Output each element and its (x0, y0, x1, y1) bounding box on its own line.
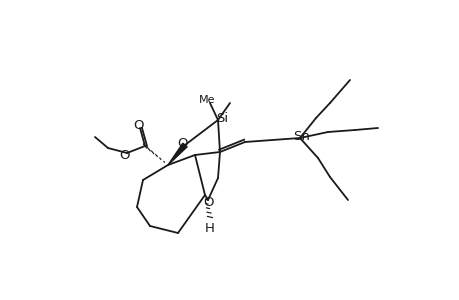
Text: H: H (205, 221, 214, 235)
Text: Me: Me (198, 95, 215, 105)
Text: O: O (177, 136, 188, 149)
Text: Sn: Sn (293, 130, 310, 142)
Text: Si: Si (215, 112, 228, 124)
Text: O: O (119, 148, 130, 161)
Text: O: O (134, 118, 144, 131)
Polygon shape (168, 143, 187, 165)
Text: O: O (203, 196, 214, 209)
